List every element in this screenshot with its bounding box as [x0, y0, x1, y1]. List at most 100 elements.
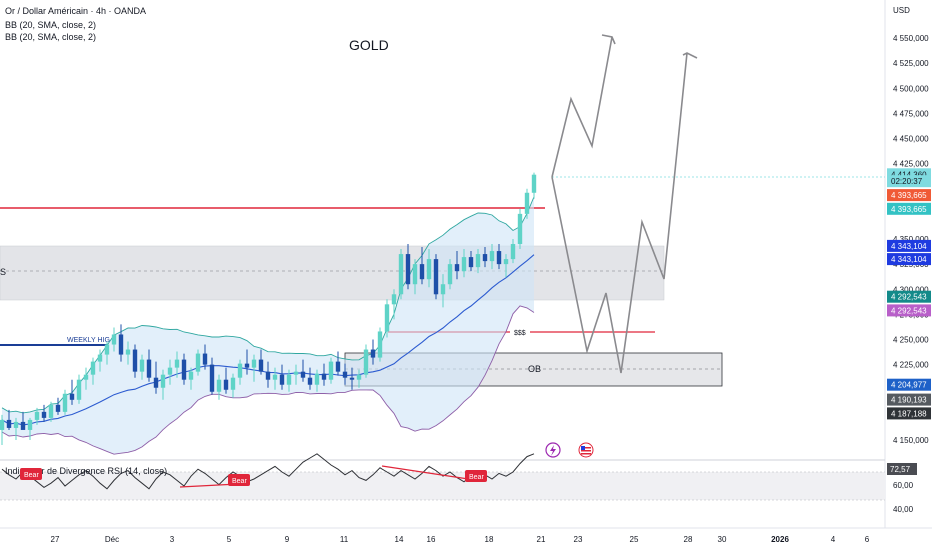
- candle: [13, 421, 19, 428]
- time-label: 3: [170, 535, 175, 544]
- candle: [398, 254, 404, 295]
- candle: [251, 359, 257, 368]
- candle: [97, 354, 103, 362]
- lightning-icon[interactable]: [545, 442, 561, 458]
- price-tag-text: 4 393,665: [891, 205, 927, 214]
- candle: [160, 374, 166, 388]
- candle: [181, 359, 187, 380]
- price-tick: 4 350,000: [893, 235, 929, 244]
- candle: [146, 359, 152, 378]
- candle: [237, 363, 243, 378]
- candle: [62, 393, 68, 412]
- time-label: 30: [718, 535, 727, 544]
- price-tag-text: 4 292,543: [891, 306, 927, 315]
- rsi-line: [1, 453, 535, 490]
- candle: [300, 371, 306, 378]
- time-label: 18: [485, 535, 494, 544]
- candle: [153, 377, 159, 388]
- candle: [230, 377, 236, 390]
- candle: [6, 419, 12, 428]
- chart-title: GOLD: [349, 37, 389, 53]
- candle: [139, 359, 145, 372]
- candle: [510, 244, 516, 260]
- candle: [419, 264, 425, 280]
- time-label: 14: [395, 535, 404, 544]
- price-tick: 4 425,000: [893, 160, 929, 169]
- candle: [90, 361, 96, 375]
- candle: [328, 361, 334, 380]
- time-label: 21: [537, 535, 546, 544]
- candle: [524, 192, 530, 214]
- time-label: 27: [51, 535, 60, 544]
- price-tick: 4 150,000: [893, 436, 929, 445]
- price-tag: [887, 175, 931, 188]
- rsi-axis: 72,57 60,00 40,00: [887, 463, 917, 514]
- bear-tag-1: Bear: [20, 468, 42, 480]
- time-label: 2026: [771, 535, 789, 544]
- indicator-2[interactable]: BB (20, SMA, close, 2): [5, 32, 97, 42]
- indicator-1[interactable]: BB (20, SMA, close, 2): [5, 20, 97, 30]
- rsi-band: [0, 472, 885, 500]
- candle: [489, 251, 495, 262]
- candle: [279, 374, 285, 385]
- candle: [412, 264, 418, 285]
- price-tag: [887, 253, 931, 266]
- candle: [188, 371, 194, 380]
- candle: [41, 411, 47, 418]
- candle: [111, 334, 117, 345]
- bear-tag-3: Bear: [465, 470, 487, 482]
- price-tick: 4 525,000: [893, 59, 929, 68]
- left-zone-label: S: [0, 267, 6, 277]
- price-tag: [887, 189, 931, 202]
- time-label: 25: [630, 535, 639, 544]
- bear-tag-2: Bear: [228, 474, 250, 486]
- candle: [342, 371, 348, 378]
- bollinger-band-fill: [2, 196, 534, 455]
- candle: [48, 404, 54, 418]
- candle: [335, 361, 341, 372]
- price-tag: [887, 393, 931, 406]
- candle: [272, 374, 278, 380]
- candle: [20, 421, 26, 430]
- candle: [454, 264, 460, 272]
- price-tag-text: 4 187,188: [891, 409, 927, 418]
- price-tag-text: 4 343,104: [891, 242, 927, 251]
- price-tag-text: 4 204,977: [891, 381, 927, 390]
- candle: [461, 257, 467, 272]
- price-tag: [887, 407, 931, 420]
- candle: [384, 304, 390, 332]
- candle: [426, 259, 432, 280]
- rsi-label: Indicateur de Divergence RSI (14, close): [5, 466, 167, 476]
- rsi-value-tag: 72,57: [890, 465, 911, 474]
- price-tick: 4 450,000: [893, 135, 929, 144]
- time-label: Déc: [105, 535, 119, 544]
- candle: [468, 257, 474, 268]
- candle: [258, 359, 264, 372]
- time-axis[interactable]: 27 Déc 3 5 9 11 14 16 18 21 23 25 28 30 2026 4 6: [51, 535, 870, 544]
- bollinger-upper-band: [1, 196, 535, 414]
- price-tag-text: 4 414,360: [891, 170, 927, 179]
- candle: [202, 353, 208, 365]
- time-label: 9: [285, 535, 290, 544]
- price-tag-text: 02:20:37: [891, 177, 923, 186]
- order-block-label: OB: [528, 364, 541, 374]
- candle: [118, 334, 124, 355]
- time-label: 23: [574, 535, 583, 544]
- us-flag-icon[interactable]: [578, 442, 594, 458]
- candle: [55, 404, 61, 412]
- candle: [209, 364, 215, 392]
- candle: [482, 254, 488, 262]
- candle: [293, 371, 299, 375]
- candle: [503, 259, 509, 265]
- price-tick: 4 550,000: [893, 34, 929, 43]
- candlestick-series: [0, 172, 537, 446]
- candle: [223, 379, 229, 390]
- candle: [76, 379, 82, 400]
- currency-label[interactable]: USD: [893, 6, 910, 15]
- candle: [216, 379, 222, 392]
- svg-text:Bear: Bear: [24, 472, 39, 479]
- candle: [475, 254, 481, 268]
- candle: [174, 359, 180, 368]
